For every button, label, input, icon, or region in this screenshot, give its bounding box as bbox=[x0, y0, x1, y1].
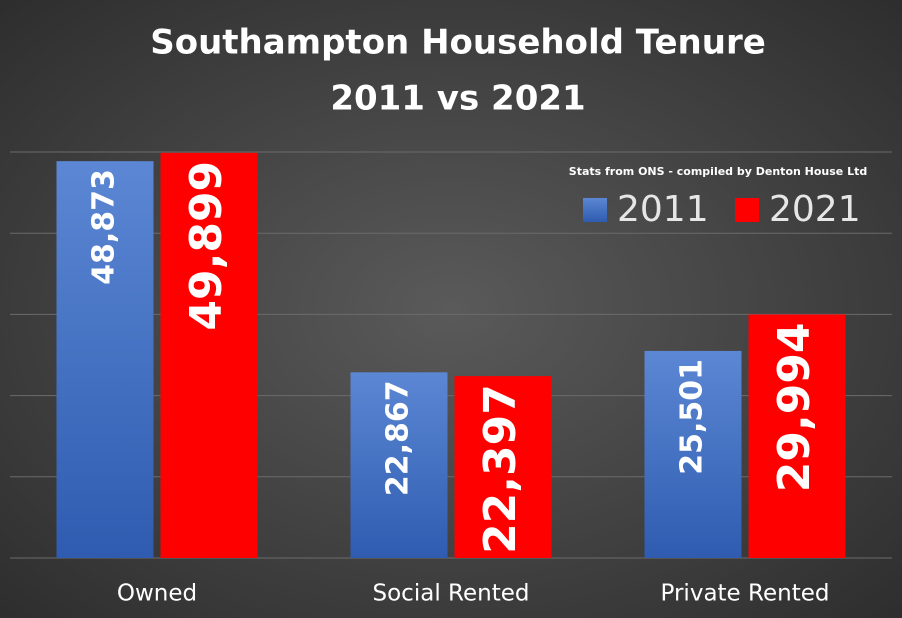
legend-label: 2021 bbox=[769, 189, 861, 230]
data-label: 49,899 bbox=[181, 161, 232, 331]
legend-label: 2011 bbox=[617, 189, 709, 230]
x-tick-label: Social Rented bbox=[373, 581, 530, 607]
bar bbox=[748, 314, 846, 558]
data-label: 29,994 bbox=[769, 322, 820, 492]
data-label: 22,867 bbox=[381, 380, 416, 496]
bar bbox=[56, 161, 154, 558]
annotation: Stats from ONS - compiled by Denton Hous… bbox=[569, 165, 867, 178]
bar bbox=[454, 376, 552, 558]
data-label: 22,397 bbox=[475, 384, 526, 554]
chart-title: 2011 vs 2021 bbox=[330, 79, 585, 119]
bar bbox=[160, 152, 258, 558]
legend-swatch bbox=[583, 198, 607, 222]
x-tick-label: Owned bbox=[117, 581, 197, 607]
chart-title: Southampton Household Tenure bbox=[150, 23, 766, 63]
x-tick-label: Private Rented bbox=[661, 581, 830, 607]
bar bbox=[350, 372, 448, 558]
bar bbox=[644, 350, 742, 558]
data-label: 48,873 bbox=[87, 169, 122, 285]
data-label: 25,501 bbox=[675, 359, 710, 475]
legend-swatch bbox=[735, 198, 759, 222]
